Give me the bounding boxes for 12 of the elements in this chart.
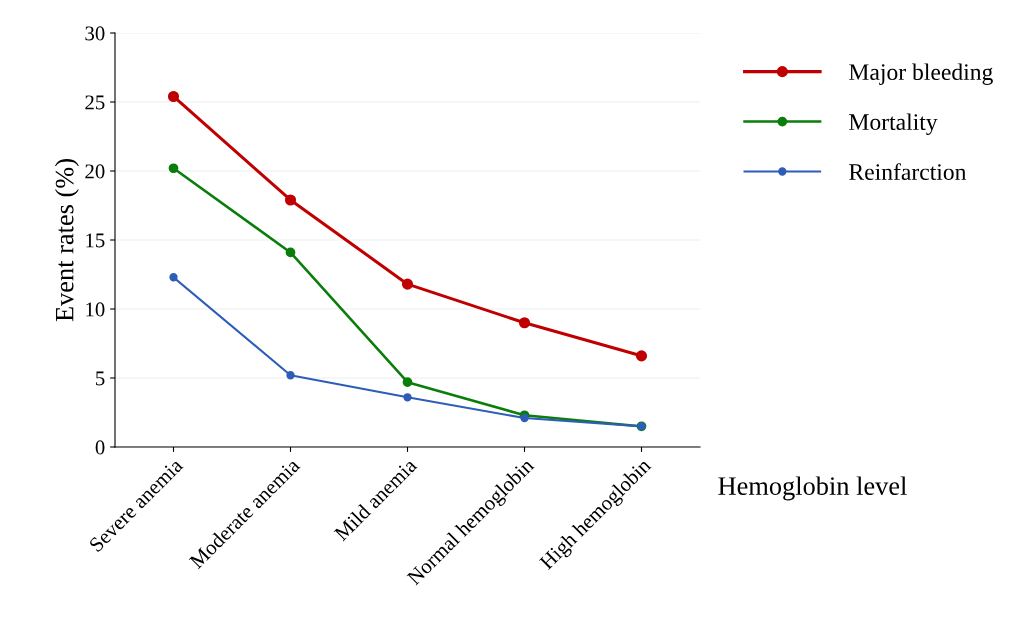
legend-label: Major bleeding <box>849 63 993 85</box>
y-tick-label: 10 <box>86 302 105 317</box>
y-tick-label: 25 <box>85 95 105 110</box>
x-axis-title: Hemoglobin level <box>718 476 907 501</box>
y-axis-title: Event rates (%) <box>54 159 79 322</box>
legend-label: Mortality <box>849 113 938 135</box>
legend-label: Reinfarction <box>849 163 967 181</box>
y-tick-label: 0 <box>95 440 105 455</box>
y-tick-label: 20 <box>85 164 105 179</box>
y-tick-label: 5 <box>96 371 105 386</box>
y-tick-label: 15 <box>86 233 105 248</box>
y-tick-label: 30 <box>85 26 105 41</box>
